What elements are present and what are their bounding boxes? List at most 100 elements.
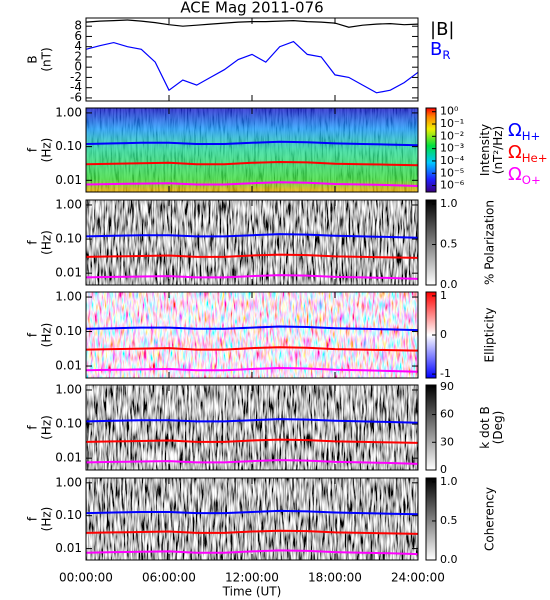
gyrofrequency-line bbox=[85, 233, 419, 239]
legend-name: Ω bbox=[508, 120, 522, 141]
gyrofrequency-line bbox=[85, 549, 419, 556]
colorbar-label: (Deg) bbox=[491, 411, 505, 445]
y-tick-label: 4 bbox=[74, 39, 82, 53]
gyrofrequency-line bbox=[85, 160, 419, 167]
y-tick-label: 0.01 bbox=[55, 541, 82, 555]
legend-entry: ΩO+ bbox=[508, 164, 541, 187]
spectrogram-image bbox=[86, 385, 418, 470]
y-tick-label: 8 bbox=[74, 19, 82, 33]
y-tick-label: 6 bbox=[74, 29, 82, 43]
colorbar bbox=[425, 384, 437, 471]
y-tick-label: 0.01 bbox=[55, 359, 82, 373]
colorbar-tick-label: 10⁻³ bbox=[440, 142, 464, 155]
gyrofrequency-line bbox=[85, 274, 419, 280]
legend-sub: R bbox=[442, 48, 450, 62]
y-axis-label: (Hz) bbox=[40, 230, 54, 255]
y-tick-label: 1.00 bbox=[55, 197, 82, 211]
y-tick-label: -6 bbox=[70, 90, 82, 104]
colorbar-tick-label: 10⁻⁵ bbox=[440, 166, 464, 179]
colorbar bbox=[425, 107, 437, 193]
colorbar-tick-label: 10⁰ bbox=[440, 105, 459, 118]
gyrofrequency-line bbox=[85, 181, 419, 187]
y-tick-label: -2 bbox=[70, 70, 82, 84]
legend-name: B bbox=[430, 39, 442, 60]
colorbar-label: % Polarization bbox=[483, 200, 497, 285]
x-tick-label: 12:00:00 bbox=[225, 571, 279, 585]
colorbar-tick-label: 30 bbox=[440, 435, 454, 448]
x-tick-label: 06:00:00 bbox=[142, 571, 196, 585]
colorbar-tick-label: 10⁻⁴ bbox=[440, 154, 465, 167]
legend-entry: |B| bbox=[430, 19, 454, 40]
y-tick-label: 1.00 bbox=[55, 290, 82, 304]
colorbar-tick-label: 1.0 bbox=[440, 475, 458, 488]
y-axis-label: (Hz) bbox=[40, 138, 54, 163]
y-axis-label: f bbox=[26, 425, 40, 430]
y-tick-label: 0.01 bbox=[55, 451, 82, 465]
gyrofrequency-line bbox=[85, 438, 419, 444]
colorbar-tick-label: 0.0 bbox=[440, 278, 458, 291]
chart-title: ACE Mag 2011-076 bbox=[180, 0, 323, 17]
y-axis-label: f bbox=[26, 240, 40, 245]
gyrofrequency-line bbox=[85, 529, 419, 535]
colorbar-label: Coherency bbox=[483, 487, 497, 551]
y-axis-label: f bbox=[26, 516, 40, 521]
x-axis-label: Time (UT) bbox=[222, 585, 282, 599]
colorbar-tick-label: 0.0 bbox=[440, 553, 458, 566]
colorbar-tick-label: 0 bbox=[440, 463, 447, 476]
colorbar-tick-label: 1.0 bbox=[440, 197, 458, 210]
legend-name: |B| bbox=[430, 19, 454, 40]
y-tick-label: 0.10 bbox=[55, 232, 82, 246]
gyrofrequency-line bbox=[85, 418, 419, 424]
gyrofrequency-line bbox=[85, 140, 419, 147]
gyrofrequency-line bbox=[85, 325, 419, 332]
y-tick-label: 1.00 bbox=[55, 475, 82, 489]
legend-entry: ΩHe+ bbox=[508, 142, 548, 165]
legend-name: Ω bbox=[508, 142, 522, 163]
y-tick-label: 2 bbox=[74, 49, 82, 63]
y-axis-label: f bbox=[26, 332, 40, 337]
y-tick-label: 0.01 bbox=[55, 173, 82, 187]
y-tick-label: 0.10 bbox=[55, 508, 82, 522]
colorbar-label: Ellipticity bbox=[483, 308, 497, 363]
x-tick-label: 00:00:00 bbox=[59, 571, 113, 585]
y-tick-label: 0.01 bbox=[55, 266, 82, 280]
colorbar bbox=[425, 199, 437, 286]
legend-entry: BR bbox=[430, 39, 450, 62]
y-tick-label: 0 bbox=[74, 60, 82, 74]
spectrogram-texture bbox=[86, 108, 418, 192]
colorbar-label: k dot B bbox=[478, 406, 492, 448]
x-tick-label: 24:00:00 bbox=[391, 571, 445, 585]
gyrofrequency-line bbox=[85, 346, 419, 352]
spectrogram-image bbox=[86, 200, 418, 285]
colorbar-tick-label: 1 bbox=[440, 289, 447, 302]
y-tick-label: 1.00 bbox=[55, 105, 82, 119]
y-axis-label: (nT) bbox=[40, 47, 54, 71]
y-tick-label: 0.10 bbox=[55, 417, 82, 431]
y-tick-label: 0.10 bbox=[55, 139, 82, 153]
legend-sub: He+ bbox=[522, 151, 548, 165]
colorbar-tick-label: 10⁻¹ bbox=[440, 117, 464, 130]
colorbar-tick-label: 10⁻² bbox=[440, 129, 464, 142]
legend-entry: ΩH+ bbox=[508, 120, 540, 143]
y-tick-label: 0.10 bbox=[55, 324, 82, 338]
y-axis-label: (Hz) bbox=[40, 507, 54, 532]
y-axis-label: B bbox=[26, 55, 40, 63]
x-tick-label: 18:00:00 bbox=[308, 571, 362, 585]
gyrofrequency-line bbox=[85, 253, 419, 259]
y-tick-label: 1.00 bbox=[55, 382, 82, 396]
y-axis-label: f bbox=[26, 147, 40, 152]
colorbar-label: Intensity bbox=[478, 124, 492, 176]
legend-name: Ω bbox=[508, 164, 522, 185]
colorbar bbox=[425, 477, 437, 561]
colorbar-tick-label: 0 bbox=[440, 328, 447, 341]
spectrogram-image bbox=[86, 292, 418, 378]
colorbar-label: (nT²/Hz) bbox=[491, 126, 505, 174]
data-line bbox=[85, 40, 419, 94]
gyrofrequency-line bbox=[85, 509, 419, 516]
colorbar-tick-label: 90 bbox=[440, 380, 454, 393]
colorbar-tick-label: 0.5 bbox=[440, 514, 458, 527]
gyrofrequency-line bbox=[85, 459, 419, 465]
legend-sub: O+ bbox=[522, 173, 541, 187]
legend-sub: H+ bbox=[522, 129, 541, 143]
